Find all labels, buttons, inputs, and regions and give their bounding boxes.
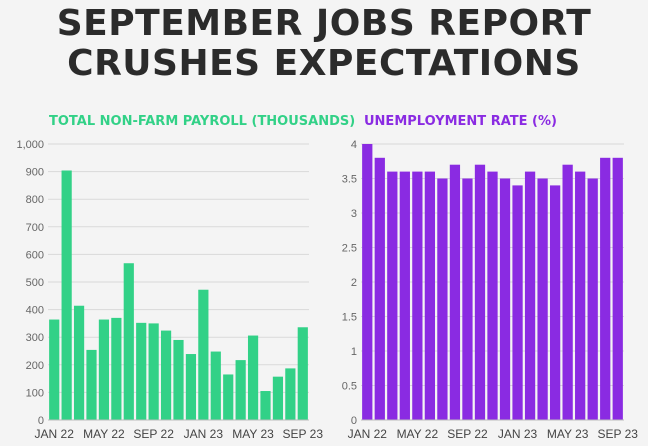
unemployment-bar	[587, 178, 598, 420]
payroll-y-tick-label: 100	[26, 387, 44, 399]
headline-line-1: SEPTEMBER JOBS REPORT	[56, 3, 592, 44]
payroll-bar	[173, 339, 184, 420]
payroll-bar	[111, 317, 122, 420]
payroll-bar	[49, 319, 60, 420]
unemployment-bar	[374, 157, 385, 421]
payroll-bar	[160, 330, 172, 420]
unemployment-x-tick-label: SEP 22	[447, 427, 488, 441]
unemployment-x-tick-label: MAY 22	[397, 427, 439, 441]
payroll-x-tick-label: MAY 22	[83, 427, 125, 441]
unemployment-bar	[362, 144, 373, 420]
payroll-bar	[98, 319, 110, 420]
unemployment-y-tick-label: 2.5	[342, 243, 357, 255]
payroll-bar	[223, 374, 234, 420]
payroll-y-tick-label: 300	[26, 332, 44, 344]
unemployment-bar	[612, 157, 623, 421]
unemployment-x-tick-label: MAY 23	[547, 427, 589, 441]
payroll-bar	[185, 354, 197, 420]
unemployment-bar	[524, 171, 536, 420]
unemployment-bar	[512, 185, 523, 420]
payroll-y-tick-label: 1,000	[16, 139, 44, 151]
payroll-bar	[123, 263, 134, 420]
payroll-y-tick-label: 600	[26, 249, 44, 261]
unemployment-bar	[462, 178, 473, 420]
unemployment-bar	[437, 178, 448, 420]
payroll-bar	[247, 335, 259, 420]
unemployment-chart-title: UNEMPLOYMENT RATE (%)	[364, 114, 557, 129]
unemployment-bar	[600, 157, 611, 421]
payroll-x-tick-label: JAN 22	[35, 427, 75, 441]
payroll-bar	[148, 323, 159, 420]
unemployment-bar	[387, 171, 398, 420]
payroll-y-tick-label: 900	[26, 167, 44, 179]
unemployment-bar	[549, 185, 561, 420]
unemployment-bar	[499, 178, 511, 420]
unemployment-bar	[487, 171, 498, 420]
unemployment-bar	[537, 178, 548, 420]
headline-line-2: CRUSHES EXPECTATIONS	[67, 43, 581, 84]
payroll-x-tick-label: MAY 23	[232, 427, 274, 441]
payroll-bar	[198, 289, 209, 420]
unemployment-bar	[474, 164, 486, 420]
payroll-bar	[61, 170, 72, 420]
payroll-bar	[235, 360, 246, 420]
unemployment-bar	[575, 171, 586, 420]
payroll-bar	[136, 322, 147, 420]
unemployment-y-tick-label: 3	[351, 208, 357, 220]
payroll-x-tick-label: SEP 22	[133, 427, 174, 441]
payroll-x-tick-label: SEP 23	[283, 427, 324, 441]
payroll-x-tick-label: JAN 23	[184, 427, 224, 441]
payroll-y-tick-label: 500	[26, 277, 44, 289]
payroll-bar	[297, 327, 308, 420]
unemployment-y-tick-label: 0.5	[342, 381, 357, 393]
unemployment-x-tick-label: JAN 23	[498, 427, 538, 441]
payroll-chart-title: TOTAL NON-FARM PAYROLL (THOUSANDS)	[49, 114, 356, 129]
unemployment-y-tick-label: 1.5	[342, 312, 357, 324]
payroll-bar	[210, 351, 221, 420]
unemployment-y-tick-label: 0	[351, 415, 357, 427]
payroll-bar	[285, 368, 296, 420]
payroll-bar	[86, 349, 97, 420]
payroll-bar	[272, 376, 284, 420]
unemployment-y-tick-label: 4	[351, 139, 357, 151]
unemployment-x-tick-label: JAN 22	[348, 427, 388, 441]
payroll-bar	[73, 305, 85, 420]
payroll-y-tick-label: 0	[38, 415, 44, 427]
unemployment-bar	[424, 171, 436, 420]
payroll-y-tick-label: 700	[26, 222, 44, 234]
headline: SEPTEMBER JOBS REPORT CRUSHES EXPECTATIO…	[0, 4, 648, 84]
payroll-y-tick-label: 400	[26, 305, 44, 317]
payroll-y-tick-label: 800	[26, 194, 44, 206]
unemployment-bar	[399, 171, 410, 420]
unemployment-bar	[449, 164, 461, 420]
unemployment-y-tick-label: 3.5	[342, 174, 357, 186]
unemployment-y-tick-label: 1	[351, 346, 357, 358]
unemployment-bar	[412, 171, 423, 420]
unemployment-x-tick-label: SEP 23	[597, 427, 638, 441]
unemployment-y-tick-label: 2	[351, 277, 357, 289]
payroll-y-tick-label: 200	[26, 360, 44, 372]
payroll-bar	[260, 391, 271, 420]
unemployment-bar	[562, 164, 573, 420]
